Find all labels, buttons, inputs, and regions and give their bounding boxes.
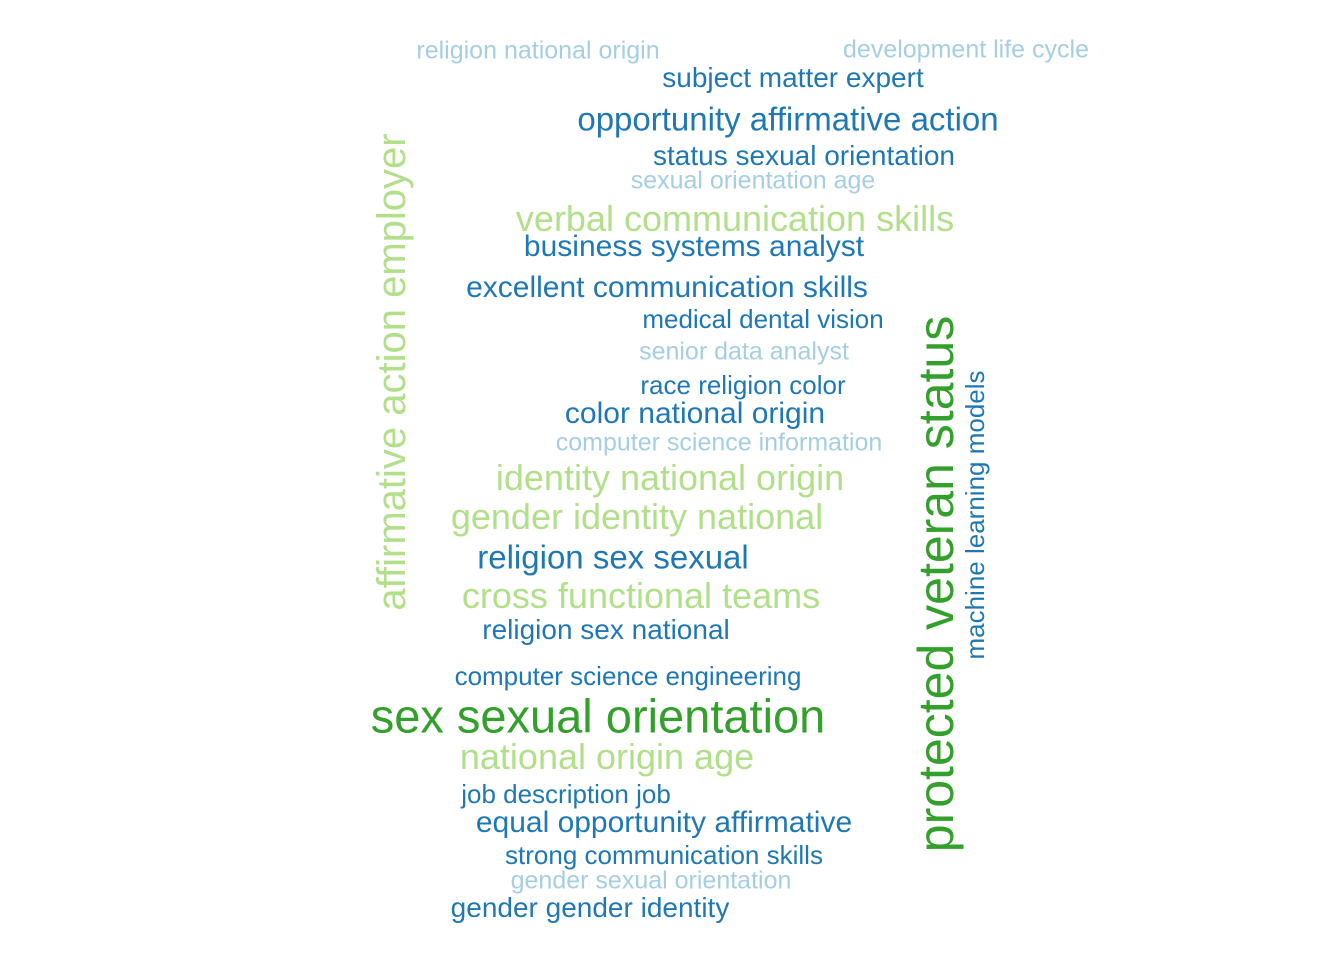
cloud-word: verbal communication skills (515, 198, 955, 239)
cloud-word: strong communication skills (505, 840, 823, 870)
cloud-word: race religion color (640, 370, 846, 400)
cloud-word: computer science engineering (454, 661, 802, 691)
cloud-word: national origin age (459, 736, 755, 777)
cloud-word: sexual orientation age (630, 166, 876, 195)
cloud-word: subject matter expert (662, 62, 924, 93)
cloud-word: identity national origin (495, 457, 845, 498)
cloud-word: development life cycle (843, 35, 1089, 64)
cloud-word: religion sex national (482, 614, 730, 645)
cloud-word: sex sexual orientation (370, 689, 826, 743)
cloud-word: business systems analyst (523, 230, 865, 263)
cloud-word: equal opportunity affirmative (475, 806, 853, 839)
cloud-word: gender sexual orientation (510, 866, 792, 895)
cloud-word: gender identity national (450, 496, 824, 537)
cloud-word: cross functional teams (461, 575, 821, 616)
cloud-word: opportunity affirmative action (577, 100, 999, 138)
cloud-word: excellent communication skills (466, 271, 868, 304)
cloud-word: senior data analyst (639, 337, 849, 366)
cloud-word: status sexual orientation (653, 140, 955, 171)
cloud-word: gender gender identity (450, 892, 730, 923)
cloud-word: medical dental vision (642, 304, 884, 334)
cloud-word: religion national origin (416, 36, 660, 65)
cloud-word: machine learning models (960, 370, 990, 660)
cloud-word: color national origin (564, 397, 826, 430)
cloud-word: computer science information (555, 428, 883, 457)
cloud-word: affirmative action employer (370, 133, 414, 611)
cloud-word: religion sex sexual (477, 538, 749, 576)
cloud-word: job description job (461, 779, 671, 809)
cloud-word: protected veteran status (908, 315, 964, 853)
